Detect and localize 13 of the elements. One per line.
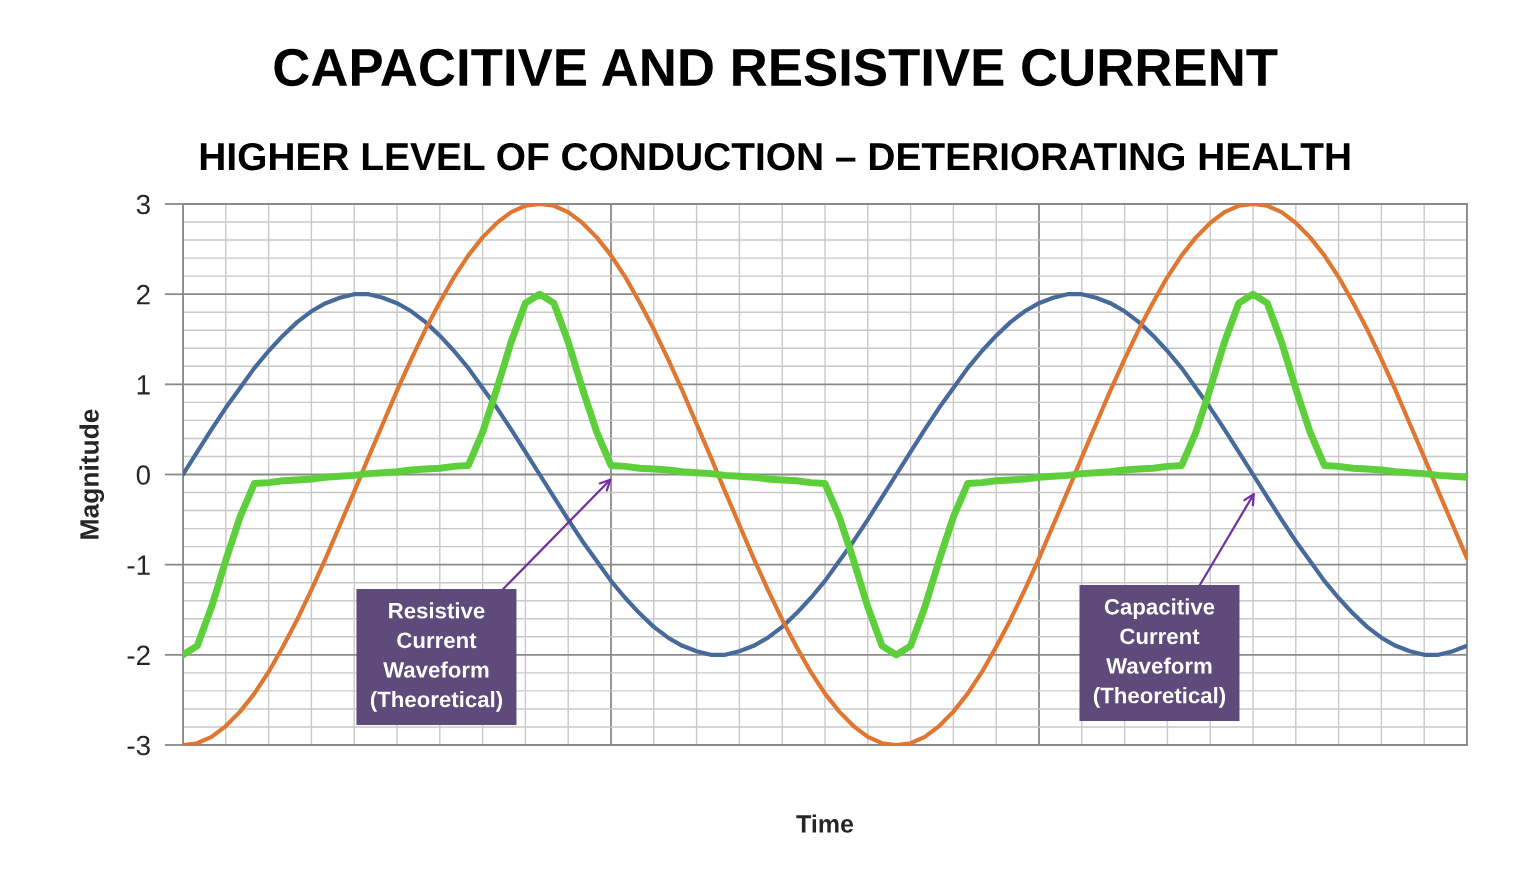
chart-title: CAPACITIVE AND RESISTIVE CURRENT: [274, 48, 1278, 87]
y-tick-label: -2: [127, 645, 150, 665]
annotation: Resistive Current Waveform (Theoretical): [370, 602, 503, 712]
y-tick-label: 2: [137, 284, 150, 305]
y-tick-label: 1: [137, 375, 150, 395]
y-tick-label: 3: [136, 194, 150, 215]
chart-subtitle: HIGHER LEVEL OF CONDUCTION – DETERIORATING HEALTH: [200, 142, 1350, 171]
y-tick-label: 0: [136, 465, 150, 485]
y-tick-label: -1: [127, 555, 150, 575]
y-tick-label: -3: [127, 735, 150, 756]
x-axis-title: Time: [796, 814, 854, 833]
y-axis-title: Magnitude: [79, 409, 105, 539]
annotation: Capacitive Current Waveform (Theoretical): [1093, 598, 1226, 708]
